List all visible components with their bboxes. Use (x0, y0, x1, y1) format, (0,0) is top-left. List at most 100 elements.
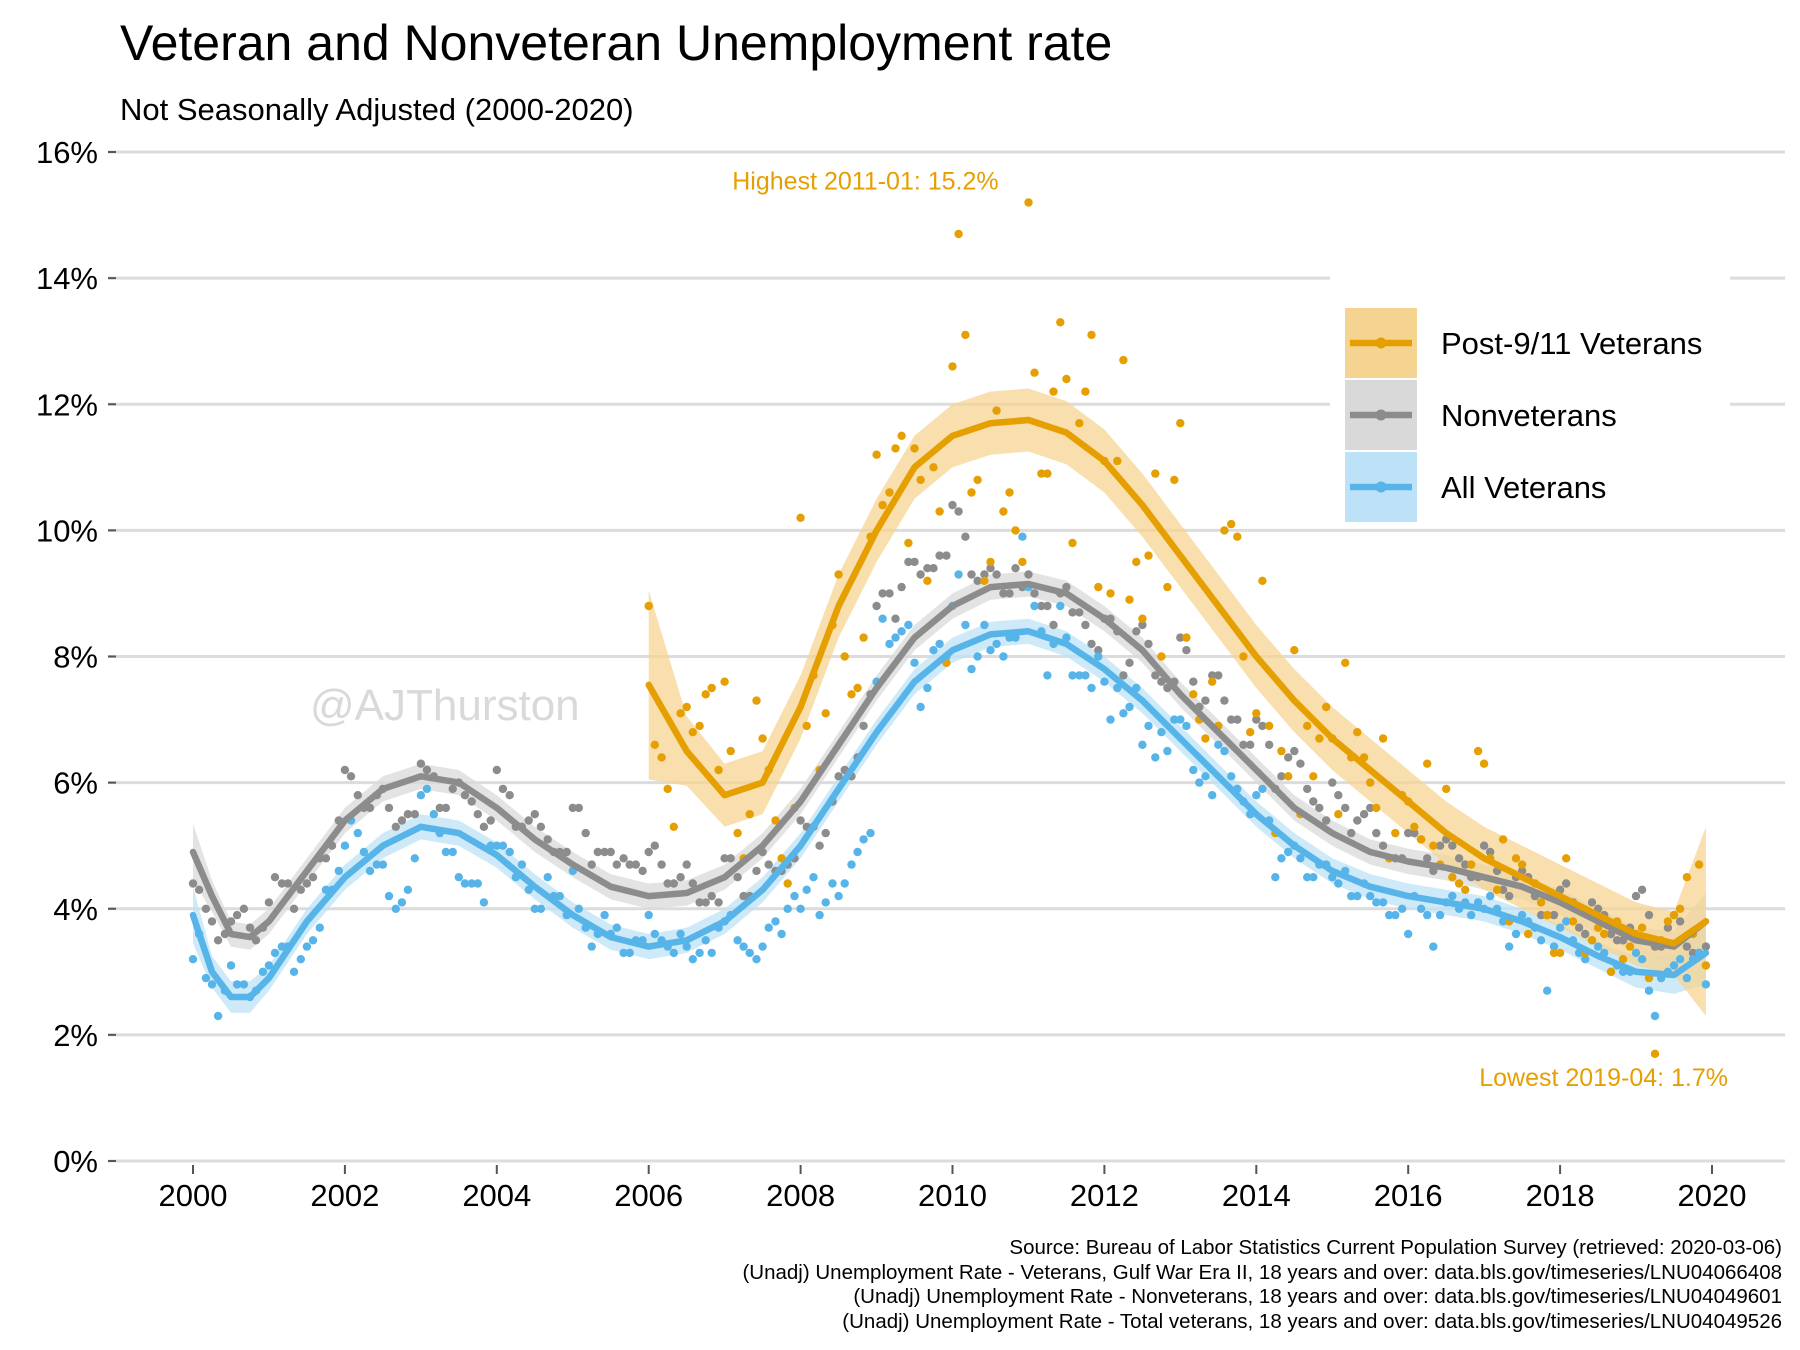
nonveterans-point (619, 854, 628, 863)
nonveterans-point (1144, 639, 1153, 649)
nonveterans-point (1644, 910, 1654, 920)
nonveterans-point (1075, 608, 1084, 617)
post-9-11-veterans-point (1265, 721, 1274, 731)
nonveterans-point (1322, 816, 1331, 825)
nonveterans-point (397, 816, 407, 825)
all-veterans-point (448, 847, 457, 857)
nonveterans-point (1378, 841, 1388, 850)
all-veterans-legend-label: All Veterans (1441, 470, 1606, 505)
nonveterans-point (739, 891, 748, 901)
nonveterans-point (650, 841, 659, 850)
all-veterans-point (372, 860, 381, 869)
nonveterans-point (467, 797, 476, 806)
post-9-11-veterans-point (1669, 910, 1679, 920)
nonveterans-point (1303, 784, 1312, 794)
all-veterans-point (270, 948, 280, 958)
all-veterans-point (410, 854, 419, 863)
nonveterans-point (289, 904, 299, 913)
x-tick-label: 2000 (159, 1178, 228, 1213)
all-veterans-point (828, 879, 837, 888)
all-veterans-point (1195, 778, 1204, 787)
all-veterans-point (1498, 917, 1508, 926)
all-veterans-point (340, 841, 350, 850)
all-veterans-point (467, 879, 476, 888)
all-veterans-point (391, 904, 400, 913)
nonveterans-point (954, 507, 963, 516)
nonveterans-point (992, 570, 1001, 579)
all-veterans-point (498, 841, 508, 850)
nonveterans-point (764, 860, 773, 869)
nonveterans-point (188, 879, 198, 888)
nonveterans-point (587, 860, 596, 869)
post-9-11-veterans-point (948, 362, 957, 371)
nonveterans-point (1435, 841, 1445, 850)
nonveterans-point (935, 551, 944, 560)
nonveterans-point (245, 923, 255, 932)
post-9-11-veterans-point (935, 507, 944, 516)
x-tick-label: 2020 (1678, 1178, 1747, 1213)
all-veterans-point (384, 891, 394, 901)
all-veterans-point (771, 917, 780, 926)
nonveterans-point (1214, 671, 1223, 680)
post-9-11-veterans-trend-line (645, 416, 1710, 947)
all-veterans-point (1385, 910, 1394, 920)
post-9-11-veterans-point (1568, 917, 1578, 926)
all-veterans-point (1296, 854, 1305, 863)
post-9-11-veterans-point (1252, 709, 1261, 718)
post-9-11-veterans-point (1423, 759, 1432, 768)
post-9-11-veterans-point (1378, 734, 1388, 743)
post-9-11-veterans-point (752, 696, 761, 705)
post-9-11-veterans-point (644, 601, 653, 611)
post-9-11-veterans-point (676, 709, 685, 718)
post-9-11-veterans-point (821, 709, 830, 718)
all-veterans-point (258, 967, 268, 976)
post-9-11-veterans-point (904, 538, 913, 548)
nonveterans-point (1277, 772, 1286, 781)
nonveterans-point (410, 810, 419, 819)
nonveterans-point (815, 841, 824, 850)
all-veterans-point (1106, 715, 1115, 724)
post-9-11-veterans-point (733, 828, 742, 838)
all-veterans-point (1505, 942, 1514, 951)
all-veterans-point (213, 1011, 223, 1021)
nonveterans-point (1087, 639, 1096, 649)
post-9-11-veterans-point (1132, 557, 1141, 567)
y-tick-label: 10% (36, 513, 98, 548)
post-9-11-veterans-point (720, 677, 729, 686)
nonveterans-point (1581, 929, 1590, 939)
post-9-11-veterans-point (758, 734, 767, 743)
all-veterans-point (1562, 917, 1571, 926)
post-9-11-veterans-point (1157, 652, 1166, 661)
post-9-11-veterans-point (771, 816, 780, 825)
all-veterans-point (334, 866, 343, 876)
nonveterans-point (891, 614, 900, 623)
post-9-11-veterans-point (1315, 734, 1324, 743)
post-9-11-veterans-point (1068, 538, 1077, 548)
post-9-11-veterans-point (1600, 929, 1609, 939)
all-veterans-point (783, 904, 792, 913)
post-9-11-veterans-point (992, 406, 1001, 415)
nonveterans-point (1347, 828, 1356, 838)
all-veterans-point (353, 828, 362, 838)
nonveterans-point (973, 576, 982, 585)
nonveterans-point (194, 885, 204, 894)
nonveterans-point (1220, 696, 1229, 705)
all-veterans-point (1189, 765, 1198, 775)
all-veterans-point (625, 948, 634, 958)
nonveterans-point (1675, 917, 1685, 926)
all-veterans-point (1144, 721, 1153, 731)
post-9-11-veterans-point (1549, 948, 1559, 958)
post-9-11-veterans-point (783, 879, 792, 888)
nonveterans-point (1258, 721, 1267, 731)
x-tick-label: 2014 (1222, 1178, 1291, 1213)
x-tick-label: 2018 (1526, 1178, 1595, 1213)
all-veterans-point (695, 948, 704, 958)
post-9-11-veterans-point (1543, 910, 1552, 920)
post-9-11-veterans-point (657, 753, 666, 762)
post-9-11-veterans-point (1498, 835, 1508, 844)
nonveterans-point (441, 803, 451, 813)
all-veterans-point (809, 873, 818, 882)
nonveterans-point (1265, 740, 1274, 749)
post-9-11-veterans-point (986, 557, 995, 567)
nonveterans-point (473, 810, 482, 819)
